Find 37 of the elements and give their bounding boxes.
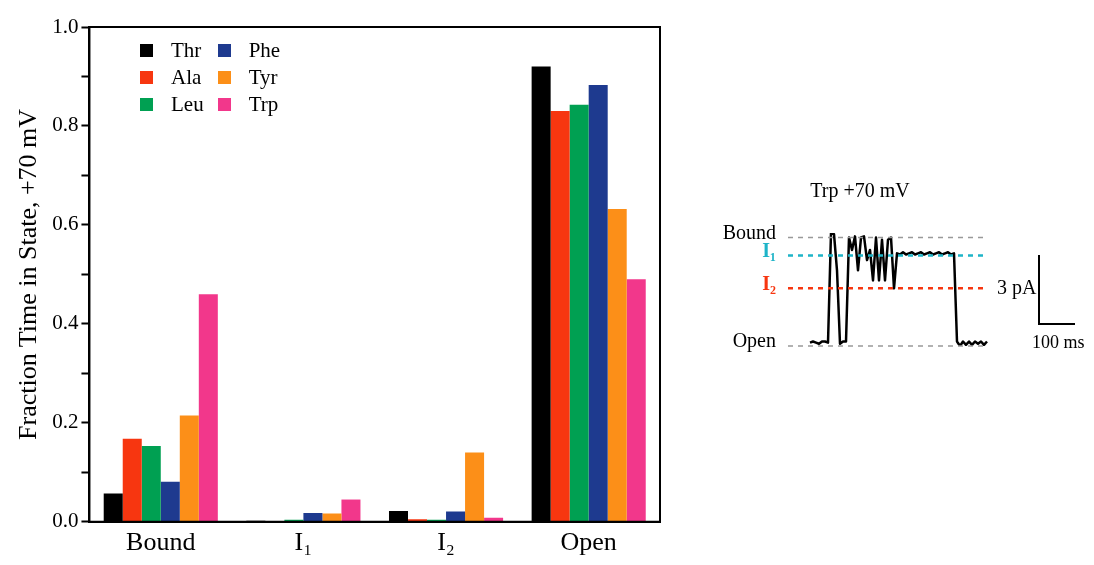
x-tick-label: I₂: [437, 527, 455, 557]
y-tick-label: 0.0: [52, 508, 79, 533]
bar: [607, 209, 627, 522]
y-tick-label: 0.2: [52, 409, 79, 434]
bar: [303, 512, 323, 522]
y-tick-label: 1.0: [52, 13, 79, 38]
bar: [550, 111, 570, 522]
y-tick-label: 0.6: [52, 211, 79, 236]
bar: [569, 104, 589, 522]
bar: [465, 452, 485, 522]
x-tick-label: Open: [560, 527, 617, 557]
legend-label: Trp: [248, 92, 279, 117]
legend-label: Thr: [171, 38, 202, 63]
bar: [446, 511, 466, 522]
bar: [160, 481, 180, 522]
legend-label: Phe: [248, 38, 281, 63]
bar: [198, 294, 218, 522]
bar: [122, 438, 142, 522]
y-tick-label: 0.8: [52, 112, 79, 137]
text: 100 ms: [1032, 332, 1085, 352]
y-tick-label: 0.4: [52, 310, 79, 335]
x-tick-label: I₁: [294, 527, 313, 557]
bar: [626, 279, 646, 522]
x-tick-label: Bound: [126, 527, 196, 557]
bar: [179, 415, 199, 522]
ref-line-label: I₂: [762, 271, 776, 294]
ref-line-label: Open: [732, 329, 776, 353]
bar: [588, 84, 608, 522]
bar: [322, 513, 342, 522]
legend-label: Tyr: [248, 65, 278, 90]
chart-title: Trp +70 mV: [810, 179, 911, 203]
legend-label: Ala: [171, 65, 202, 90]
y-axis-title: Fraction Time in State, +70 mV: [13, 108, 43, 440]
legend-label: Leu: [171, 92, 204, 117]
bar: [141, 446, 161, 522]
bar: [341, 499, 361, 522]
text: 3 pA: [997, 276, 1037, 298]
